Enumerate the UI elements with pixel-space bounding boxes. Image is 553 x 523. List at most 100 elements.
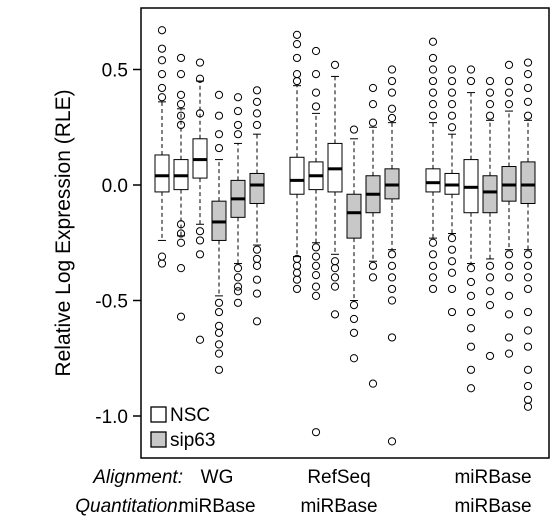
y-tick-label: -1.0 <box>95 407 128 428</box>
outlier-point <box>523 381 533 391</box>
outlier-point <box>485 301 495 310</box>
outlier-point <box>311 70 321 79</box>
outlier-point <box>233 282 243 291</box>
outlier-point <box>330 273 340 282</box>
outlier-point <box>485 273 495 282</box>
outlier-point <box>252 120 262 130</box>
box-sip63 <box>211 90 227 374</box>
outlier-point <box>368 261 378 270</box>
outlier-point <box>330 282 340 291</box>
plot-area <box>154 26 536 446</box>
outlier-point <box>368 379 378 388</box>
outlier-point <box>349 125 359 134</box>
outlier-point <box>330 264 340 273</box>
outlier-point <box>428 100 438 109</box>
outlier-point <box>252 317 262 326</box>
alignment-row-label: Alignment: <box>92 467 183 488</box>
outlier-point <box>485 261 495 270</box>
outlier-point <box>387 76 397 86</box>
outlier-point <box>195 335 205 344</box>
box-iqr <box>520 161 536 204</box>
outlier-point <box>176 264 186 273</box>
box-nsc <box>192 58 208 344</box>
outlier-point <box>233 93 243 102</box>
outlier-point <box>428 111 438 120</box>
outlier-point <box>311 428 321 437</box>
box-iqr <box>154 154 170 193</box>
outlier-point <box>176 53 186 63</box>
y-tick-label: 0.0 <box>102 176 128 197</box>
outlier-point <box>349 354 359 363</box>
box-nsc <box>308 46 324 437</box>
outlier-point <box>368 83 378 93</box>
outlier-point <box>252 275 262 284</box>
group-alignment-label: RefSeq <box>307 467 370 488</box>
outlier-point <box>387 104 397 113</box>
outlier-point <box>447 76 457 86</box>
outlier-point <box>447 111 457 120</box>
outlier-point <box>523 402 533 411</box>
outlier-point <box>311 261 321 270</box>
outlier-point <box>214 130 224 139</box>
outlier-point <box>292 76 302 86</box>
outlier-point <box>349 314 359 324</box>
outlier-point <box>466 65 476 74</box>
outlier-point <box>292 39 302 49</box>
outlier-point <box>311 88 321 97</box>
outlier-point <box>504 333 514 342</box>
box-sip63 <box>501 60 517 358</box>
outlier-point <box>214 328 224 337</box>
outlier-point <box>233 264 243 273</box>
group-quantitation-label: miRBase <box>300 496 377 517</box>
outlier-point <box>504 60 514 69</box>
outlier-point <box>233 298 243 307</box>
quantitation-row-label: Quantitation: <box>75 496 183 517</box>
y-axis: 0.5 0.0 -0.5 -1.0 <box>95 61 141 428</box>
outlier-point <box>195 236 205 245</box>
outlier-point <box>214 298 224 307</box>
outlier-point <box>157 93 167 102</box>
outlier-point <box>504 349 514 358</box>
outlier-point <box>523 111 533 120</box>
outlier-point <box>466 342 476 351</box>
legend-swatch-nsc <box>150 406 167 423</box>
outlier-point <box>330 60 340 69</box>
outlier-point <box>485 351 495 361</box>
outlier-point <box>504 76 514 86</box>
box-sip63 <box>482 76 498 361</box>
outlier-point <box>447 234 457 243</box>
outlier-point <box>523 70 533 79</box>
outlier-point <box>233 106 243 116</box>
box-nsc <box>154 26 170 268</box>
y-tick-label: -0.5 <box>95 292 128 313</box>
outlier-point <box>157 259 167 268</box>
outlier-point <box>387 273 397 282</box>
outlier-point <box>252 289 262 298</box>
outlier-point <box>504 273 514 282</box>
outlier-point <box>387 88 397 97</box>
box-iqr <box>289 156 305 195</box>
outlier-point <box>311 243 321 252</box>
outlier-point <box>176 312 186 321</box>
outlier-point <box>176 120 186 130</box>
outlier-point <box>292 53 302 63</box>
outlier-point <box>523 307 533 317</box>
outlier-point <box>214 340 224 349</box>
outlier-point <box>428 53 438 63</box>
outlier-point <box>252 109 262 118</box>
box-nsc <box>425 37 441 294</box>
outlier-point <box>387 296 397 305</box>
outlier-point <box>447 257 457 266</box>
outlier-point <box>523 273 533 282</box>
outlier-point <box>214 365 224 374</box>
outlier-point <box>523 83 533 93</box>
outlier-point <box>195 227 205 236</box>
outlier-point <box>428 250 438 259</box>
box-sip63 <box>230 93 246 307</box>
outlier-point <box>504 310 514 319</box>
outlier-point <box>368 118 378 127</box>
box-iqr <box>346 193 362 239</box>
outlier-point <box>447 88 457 97</box>
outlier-point <box>292 275 302 284</box>
